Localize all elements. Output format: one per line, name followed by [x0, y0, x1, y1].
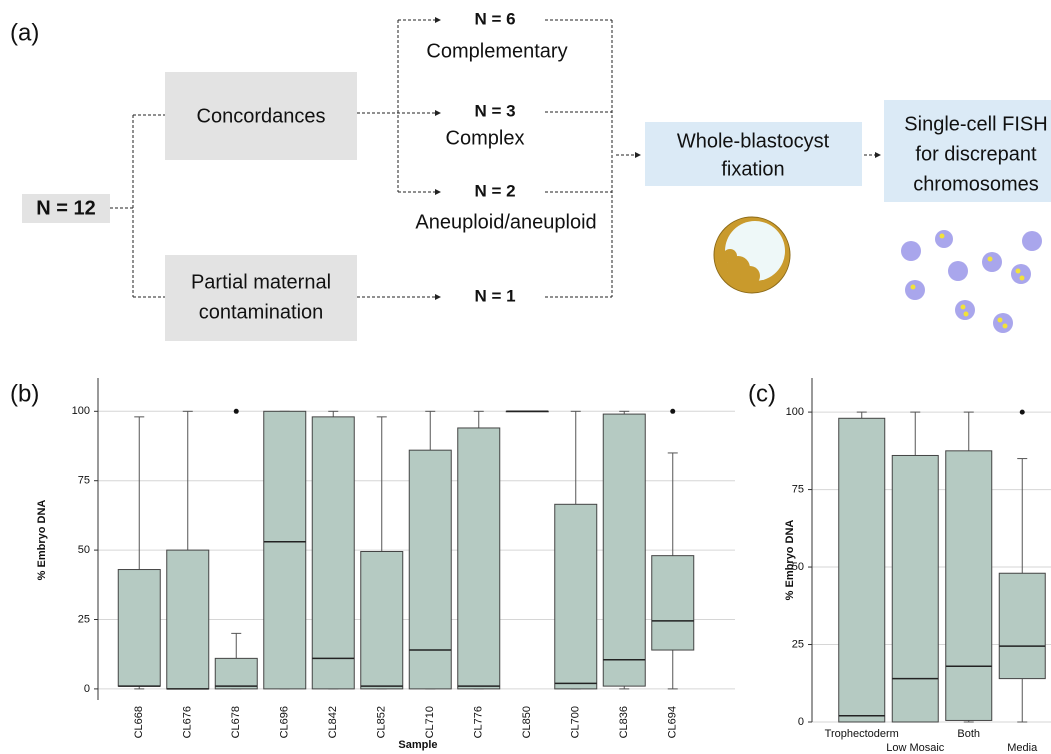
y-tick-label: 25: [78, 613, 90, 625]
box: [312, 417, 354, 689]
x-tick-label: Both: [957, 728, 980, 740]
box: [839, 418, 885, 722]
box: [603, 414, 645, 686]
step-label: for discrepant: [915, 143, 1037, 165]
x-tick-label: CL678: [230, 706, 242, 738]
box: [215, 658, 257, 689]
y-tick-label: 75: [78, 475, 90, 487]
y-tick-label: 100: [72, 405, 90, 417]
box: [167, 550, 209, 689]
box: [946, 451, 992, 721]
outlier: [234, 409, 239, 414]
x-tick-label: CL668: [133, 706, 145, 738]
node-label: Concordances: [197, 105, 326, 127]
node-label: contamination: [199, 301, 324, 323]
box: [999, 573, 1045, 678]
count-label: N = 3: [474, 101, 515, 120]
node-label: N = 12: [36, 197, 95, 219]
outlier: [1020, 410, 1025, 415]
y-tick-label: 0: [84, 683, 90, 695]
outcome-label: Complementary: [426, 40, 567, 62]
blastocyst-icon: [714, 217, 790, 293]
panel-label: (b): [10, 380, 39, 407]
panel-label: (a): [10, 19, 39, 46]
y-axis-title: % Embryo DNA: [784, 520, 796, 601]
y-tick-label: 75: [792, 483, 804, 495]
cells-icon: [901, 230, 1042, 333]
y-tick-label: 100: [786, 406, 804, 418]
x-tick-label: CL852: [376, 706, 388, 738]
x-tick-label: Low Mosaic: [886, 742, 945, 754]
box: [409, 450, 451, 689]
node-box: [165, 255, 357, 341]
x-tick-label: CL694: [667, 706, 679, 738]
x-tick-label: Trophectoderm: [825, 728, 899, 740]
x-tick-label: CL850: [521, 706, 533, 738]
x-axis-title: Sample: [398, 739, 437, 751]
y-tick-label: 50: [78, 544, 90, 556]
figure: (a) (b) (c) N = 12 Concordances Partial …: [0, 0, 1051, 754]
count-label: N = 1: [474, 286, 515, 305]
y-tick-label: 0: [798, 716, 804, 728]
x-tick-label: Media: [1007, 742, 1038, 754]
box: [264, 411, 306, 689]
x-tick-label: CL696: [279, 706, 291, 738]
step-label: Whole-blastocyst: [677, 130, 830, 152]
outcome-label: Complex: [446, 127, 525, 149]
y-tick-label: 25: [792, 638, 804, 650]
count-label: N = 6: [474, 9, 515, 28]
box: [652, 556, 694, 650]
box: [458, 428, 500, 689]
outlier: [670, 409, 675, 414]
step-label: chromosomes: [913, 173, 1039, 195]
node-label: Partial maternal: [191, 271, 331, 293]
count-label: N = 2: [474, 181, 515, 200]
x-tick-label: CL710: [424, 706, 436, 738]
box: [892, 455, 938, 722]
x-tick-label: CL776: [473, 706, 485, 738]
step-label: fixation: [721, 158, 784, 180]
x-tick-label: CL700: [570, 706, 582, 738]
step-label: Single-cell FISH: [904, 113, 1047, 135]
box: [555, 504, 597, 689]
x-tick-label: CL842: [327, 706, 339, 738]
x-tick-label: CL836: [618, 706, 630, 738]
box: [118, 570, 160, 687]
box: [361, 551, 403, 688]
x-tick-label: CL676: [182, 706, 194, 738]
y-axis-title: % Embryo DNA: [36, 500, 48, 581]
outcome-label: Aneuploid/aneuploid: [415, 211, 596, 233]
panel-label: (c): [748, 380, 776, 407]
flow-diagram: N = 12 Concordances Partial maternal con…: [22, 9, 1051, 341]
